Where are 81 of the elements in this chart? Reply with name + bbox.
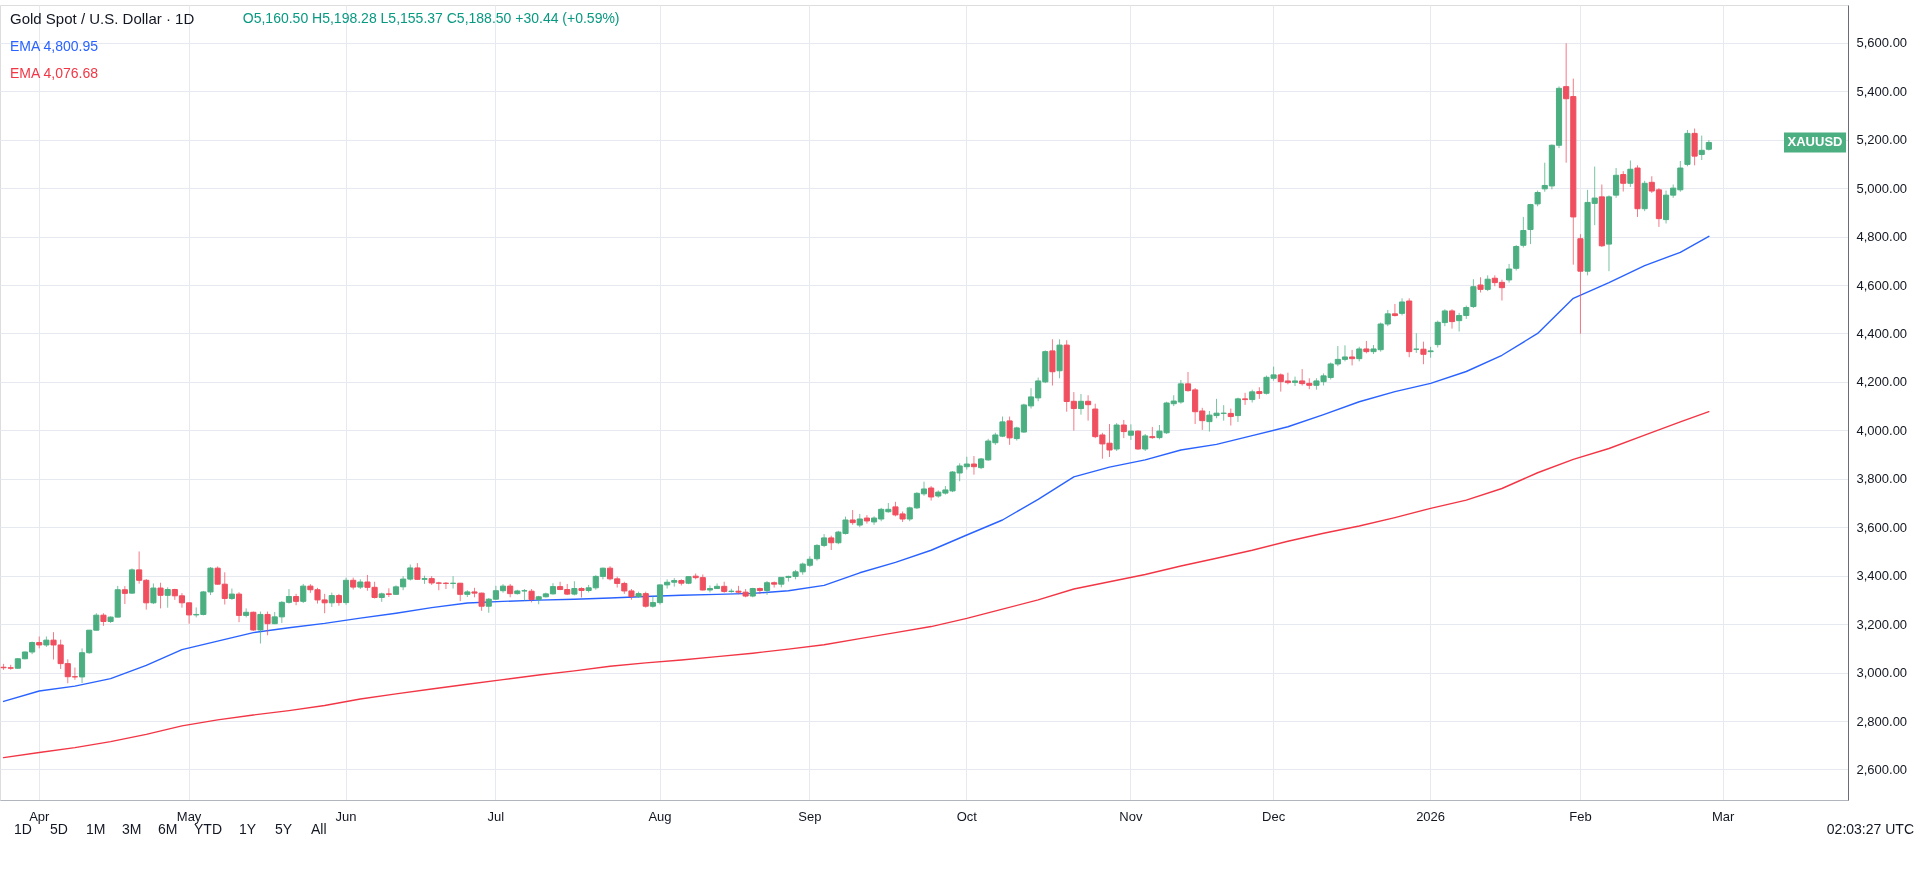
- annotation: XAUUSD: [1787, 134, 1843, 150]
- text: 6M: [158, 821, 178, 837]
- candlestick: [1613, 167, 1620, 199]
- text: 5D: [50, 821, 68, 837]
- line-series: [2, 411, 1710, 759]
- y-tick-label: 3,200.00: [1856, 616, 1908, 632]
- y-tick-label: 4,400.00: [1856, 325, 1908, 341]
- line-series: [2, 235, 1710, 703]
- x-tick-label: Aug: [648, 808, 672, 824]
- candlestick: [385, 587, 392, 598]
- candlestick: [1470, 278, 1477, 309]
- candlestick: [121, 585, 128, 605]
- candlestick: [1049, 338, 1056, 387]
- candlestick: [863, 514, 870, 525]
- candlestick: [1627, 160, 1634, 188]
- y-tick-label: 5,400.00: [1856, 83, 1908, 99]
- candlestick: [1448, 308, 1456, 330]
- x-tick-label: Mar: [1711, 808, 1735, 824]
- y-tick-label: 4,600.00: [1856, 277, 1908, 293]
- x-tick-label: 2026: [1416, 808, 1446, 824]
- x-tick-label: Dec: [1262, 808, 1286, 824]
- x-tick-label: Nov: [1119, 808, 1143, 824]
- candlestick: [1691, 128, 1698, 166]
- candlestick: [1242, 392, 1249, 406]
- candlestick: [293, 593, 300, 606]
- candlestick: [150, 582, 157, 605]
- x-tick-label: Jun: [335, 808, 357, 824]
- y-tick-label: 2,800.00: [1856, 713, 1908, 729]
- y-tick-label: 3,400.00: [1856, 568, 1908, 584]
- text: 5Y: [275, 821, 293, 837]
- text: 3M: [122, 821, 142, 837]
- y-tick-label: 3,600.00: [1856, 519, 1908, 535]
- x-tick-label: May: [176, 808, 202, 824]
- x-tick-label: Apr: [29, 808, 51, 824]
- x-tick-label: Jul: [487, 808, 505, 824]
- text: 02:03:27 UTC: [1826, 821, 1914, 837]
- candlestick: [157, 582, 164, 609]
- candlestick: [1698, 135, 1705, 161]
- y-tick-label: 5,000.00: [1856, 180, 1908, 196]
- candlestick: [1085, 394, 1092, 422]
- candlestick: [1291, 376, 1299, 387]
- candlestick: [1077, 393, 1085, 416]
- candlestick: [1006, 416, 1013, 446]
- text: EMA 4,076.68: [10, 65, 99, 81]
- x-tick-label: Oct: [956, 808, 978, 824]
- text: 1Y: [239, 821, 257, 837]
- text: EMA 4,800.95: [10, 38, 99, 54]
- chart-title: Gold Spot / U.S. Dollar · 1D: [10, 10, 195, 27]
- text: All: [311, 821, 327, 837]
- candlestick: [1420, 341, 1427, 365]
- candlestick: [1620, 170, 1627, 193]
- y-tick-label: 5,600.00: [1856, 35, 1908, 51]
- y-tick-label: 4,800.00: [1856, 229, 1908, 245]
- candlestick: [235, 591, 243, 623]
- x-tick-label: Sep: [798, 808, 822, 824]
- y-tick-label: 2,600.00: [1856, 761, 1908, 777]
- candlestick: [1234, 397, 1242, 423]
- candlestick: [1113, 422, 1120, 452]
- y-tick-label: 3,000.00: [1856, 665, 1908, 681]
- candlestick: [1520, 216, 1527, 248]
- y-tick-label: 4,200.00: [1856, 374, 1908, 390]
- text: 1D: [14, 821, 32, 837]
- text: 1M: [86, 821, 106, 837]
- candlestick: [1349, 349, 1356, 366]
- candlestick: [1134, 429, 1142, 451]
- y-tick-label: 5,200.00: [1856, 132, 1908, 148]
- candlestick: [164, 586, 171, 609]
- candlestick: [1391, 303, 1398, 318]
- candlestick: [1127, 423, 1134, 441]
- candlestick: [264, 611, 271, 636]
- y-tick-label: 3,800.00: [1856, 471, 1908, 487]
- candlestick: [128, 567, 136, 595]
- candlestick: [970, 455, 978, 476]
- y-tick-label: 4,000.00: [1856, 422, 1908, 438]
- x-tick-label: Feb: [1569, 808, 1592, 824]
- candlestick: [1120, 419, 1127, 439]
- candlestick: [228, 588, 235, 601]
- candlestick: [257, 611, 264, 645]
- candlestick: [300, 583, 307, 604]
- chart-subtitle: O5,160.50 H5,198.28 L5,155.37 C5,188.50 +30.44 (+0.59%): [242, 10, 620, 26]
- candlestick: [342, 577, 350, 606]
